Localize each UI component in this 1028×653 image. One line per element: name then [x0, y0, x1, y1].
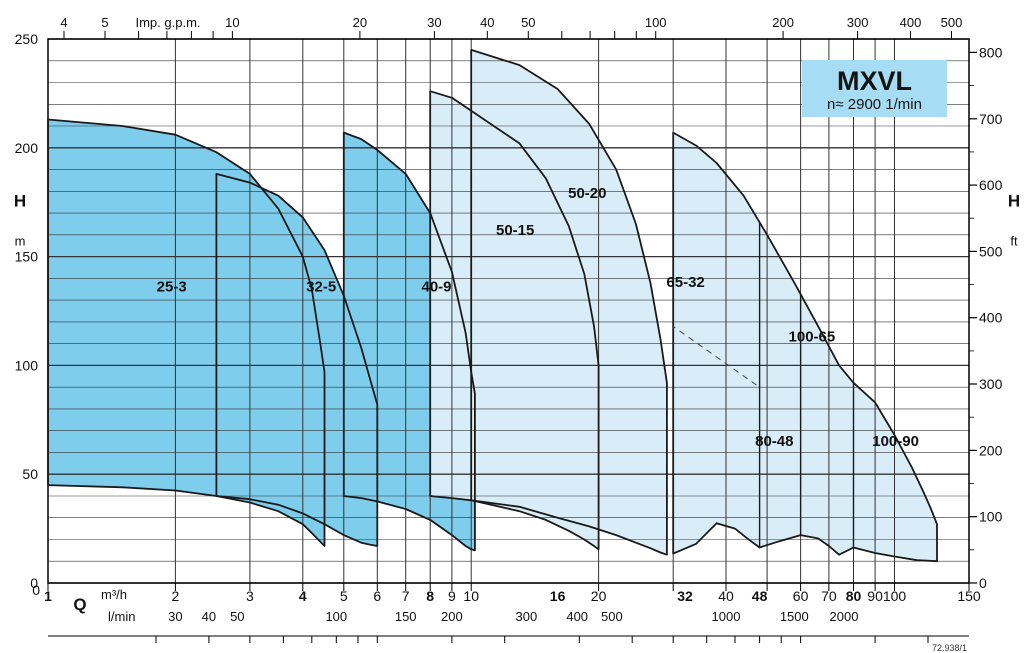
svg-text:1000: 1000: [712, 609, 741, 624]
svg-text:20: 20: [353, 15, 367, 30]
svg-text:150: 150: [395, 609, 417, 624]
svg-text:Q: Q: [73, 595, 86, 614]
svg-text:40: 40: [202, 609, 216, 624]
svg-text:80-48: 80-48: [755, 433, 793, 450]
svg-text:m³/h: m³/h: [101, 587, 127, 602]
svg-text:50: 50: [230, 609, 244, 624]
svg-text:H: H: [1008, 192, 1020, 211]
svg-text:150: 150: [15, 249, 39, 265]
svg-text:72.938/1: 72.938/1: [932, 643, 967, 653]
svg-text:500: 500: [601, 609, 623, 624]
svg-text:100: 100: [15, 357, 39, 373]
svg-text:5: 5: [101, 15, 108, 30]
svg-text:6: 6: [373, 588, 381, 604]
svg-text:50: 50: [22, 466, 38, 482]
svg-text:n≈ 2900 1/min: n≈ 2900 1/min: [827, 96, 922, 113]
svg-text:400: 400: [979, 310, 1003, 326]
svg-text:50-20: 50-20: [568, 185, 606, 202]
svg-text:2: 2: [172, 588, 180, 604]
svg-text:800: 800: [979, 44, 1003, 60]
svg-text:100: 100: [979, 509, 1003, 525]
svg-text:50-15: 50-15: [496, 222, 534, 239]
svg-text:7: 7: [402, 588, 410, 604]
svg-text:2000: 2000: [830, 609, 859, 624]
svg-text:0: 0: [30, 575, 38, 591]
svg-text:5: 5: [340, 588, 348, 604]
svg-text:16: 16: [550, 588, 566, 604]
svg-text:4: 4: [60, 15, 67, 30]
svg-text:80: 80: [846, 588, 862, 604]
svg-text:10: 10: [463, 588, 479, 604]
svg-text:4: 4: [299, 588, 307, 604]
svg-text:400: 400: [566, 609, 588, 624]
svg-text:400: 400: [900, 15, 922, 30]
svg-text:m: m: [15, 234, 26, 249]
svg-text:40: 40: [718, 588, 734, 604]
svg-text:100: 100: [325, 609, 347, 624]
svg-text:600: 600: [979, 177, 1003, 193]
svg-text:200: 200: [979, 442, 1003, 458]
svg-text:100-65: 100-65: [789, 329, 836, 346]
svg-text:300: 300: [847, 15, 869, 30]
svg-text:1: 1: [44, 588, 52, 604]
svg-text:25-3: 25-3: [157, 278, 187, 295]
svg-text:MXVL: MXVL: [837, 66, 912, 96]
svg-text:ft: ft: [1010, 234, 1018, 249]
svg-text:l/min: l/min: [108, 609, 135, 624]
svg-text:50: 50: [521, 15, 535, 30]
svg-text:500: 500: [941, 15, 963, 30]
svg-text:3: 3: [246, 588, 254, 604]
svg-text:1500: 1500: [780, 609, 809, 624]
svg-text:200: 200: [441, 609, 463, 624]
svg-text:32-5: 32-5: [306, 278, 336, 295]
svg-text:250: 250: [15, 31, 39, 47]
svg-text:300: 300: [516, 609, 538, 624]
svg-text:60: 60: [793, 588, 809, 604]
svg-text:H: H: [14, 192, 26, 211]
svg-text:200: 200: [15, 140, 39, 156]
svg-text:32: 32: [677, 588, 693, 604]
svg-text:500: 500: [979, 243, 1003, 259]
svg-text:30: 30: [168, 609, 182, 624]
svg-text:30: 30: [427, 15, 441, 30]
svg-text:150: 150: [957, 588, 981, 604]
svg-text:200: 200: [772, 15, 794, 30]
svg-text:100-90: 100-90: [872, 433, 919, 450]
svg-text:10: 10: [225, 15, 239, 30]
svg-text:300: 300: [979, 376, 1003, 392]
svg-text:70: 70: [821, 588, 837, 604]
svg-text:9: 9: [448, 588, 456, 604]
svg-text:90: 90: [867, 588, 883, 604]
svg-text:48: 48: [752, 588, 768, 604]
svg-text:700: 700: [979, 111, 1003, 127]
svg-text:100: 100: [645, 15, 667, 30]
svg-text:8: 8: [426, 588, 434, 604]
svg-text:Imp. g.p.m.: Imp. g.p.m.: [135, 15, 200, 30]
svg-text:100: 100: [883, 588, 907, 604]
svg-text:65-32: 65-32: [666, 274, 704, 291]
svg-text:40-9: 40-9: [421, 278, 451, 295]
svg-text:20: 20: [591, 588, 607, 604]
svg-text:0: 0: [979, 575, 987, 591]
svg-text:40: 40: [480, 15, 494, 30]
